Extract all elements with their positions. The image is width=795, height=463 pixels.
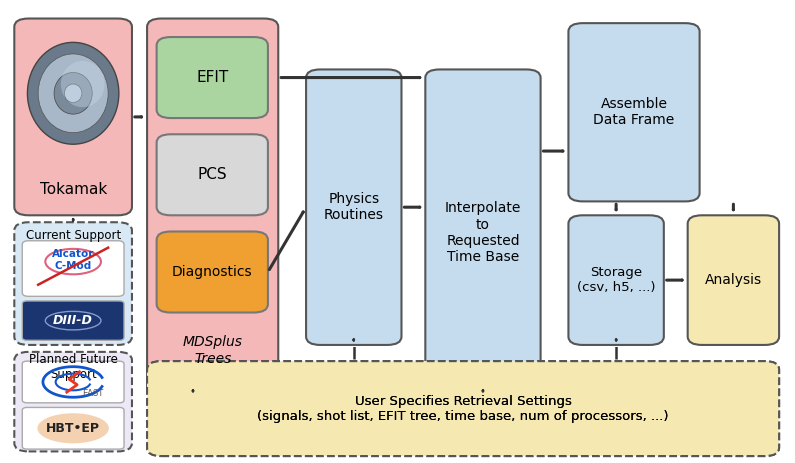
Text: Diagnostics: Diagnostics [172,265,253,279]
FancyBboxPatch shape [14,19,132,215]
FancyBboxPatch shape [425,69,541,396]
FancyBboxPatch shape [306,69,401,345]
FancyBboxPatch shape [22,301,124,340]
Ellipse shape [27,43,119,144]
Text: Storage
(csv, h5, ...): Storage (csv, h5, ...) [577,266,655,294]
FancyBboxPatch shape [147,361,779,456]
Ellipse shape [64,84,82,103]
Ellipse shape [54,73,92,114]
Text: Interpolate
to
Requested
Time Base: Interpolate to Requested Time Base [444,201,522,264]
FancyBboxPatch shape [22,361,124,403]
FancyBboxPatch shape [157,134,268,215]
FancyBboxPatch shape [14,352,132,451]
Text: Current Support: Current Support [25,229,121,242]
FancyBboxPatch shape [14,222,132,345]
Text: Assemble
Data Frame: Assemble Data Frame [593,97,675,127]
Text: PCS: PCS [197,167,227,182]
Text: EAST: EAST [83,389,103,398]
FancyBboxPatch shape [147,361,779,456]
FancyBboxPatch shape [157,232,268,313]
FancyBboxPatch shape [22,407,124,449]
Text: HBT•EP: HBT•EP [46,422,100,435]
FancyBboxPatch shape [568,23,700,201]
FancyBboxPatch shape [157,37,268,118]
Text: Alcator
C-Mod: Alcator C-Mod [52,250,95,271]
Ellipse shape [37,413,109,444]
FancyBboxPatch shape [147,19,278,396]
Ellipse shape [38,54,108,133]
Text: Tokamak: Tokamak [40,182,107,197]
Ellipse shape [60,61,104,107]
Text: Planned Future
Support: Planned Future Support [29,353,118,381]
Text: Physics
Routines: Physics Routines [324,192,384,222]
FancyBboxPatch shape [568,215,664,345]
Text: MDSplus
Trees: MDSplus Trees [183,336,242,366]
Text: User Specifies Retrieval Settings
(signals, shot list, EFIT tree, time base, num: User Specifies Retrieval Settings (signa… [258,394,669,423]
Text: DIII-D: DIII-D [53,314,93,327]
Text: User Specifies Retrieval Settings
(signals, shot list, EFIT tree, time base, num: User Specifies Retrieval Settings (signa… [258,394,669,423]
FancyBboxPatch shape [688,215,779,345]
Text: EFIT: EFIT [196,70,228,85]
FancyBboxPatch shape [22,241,124,296]
Text: Analysis: Analysis [705,273,762,287]
